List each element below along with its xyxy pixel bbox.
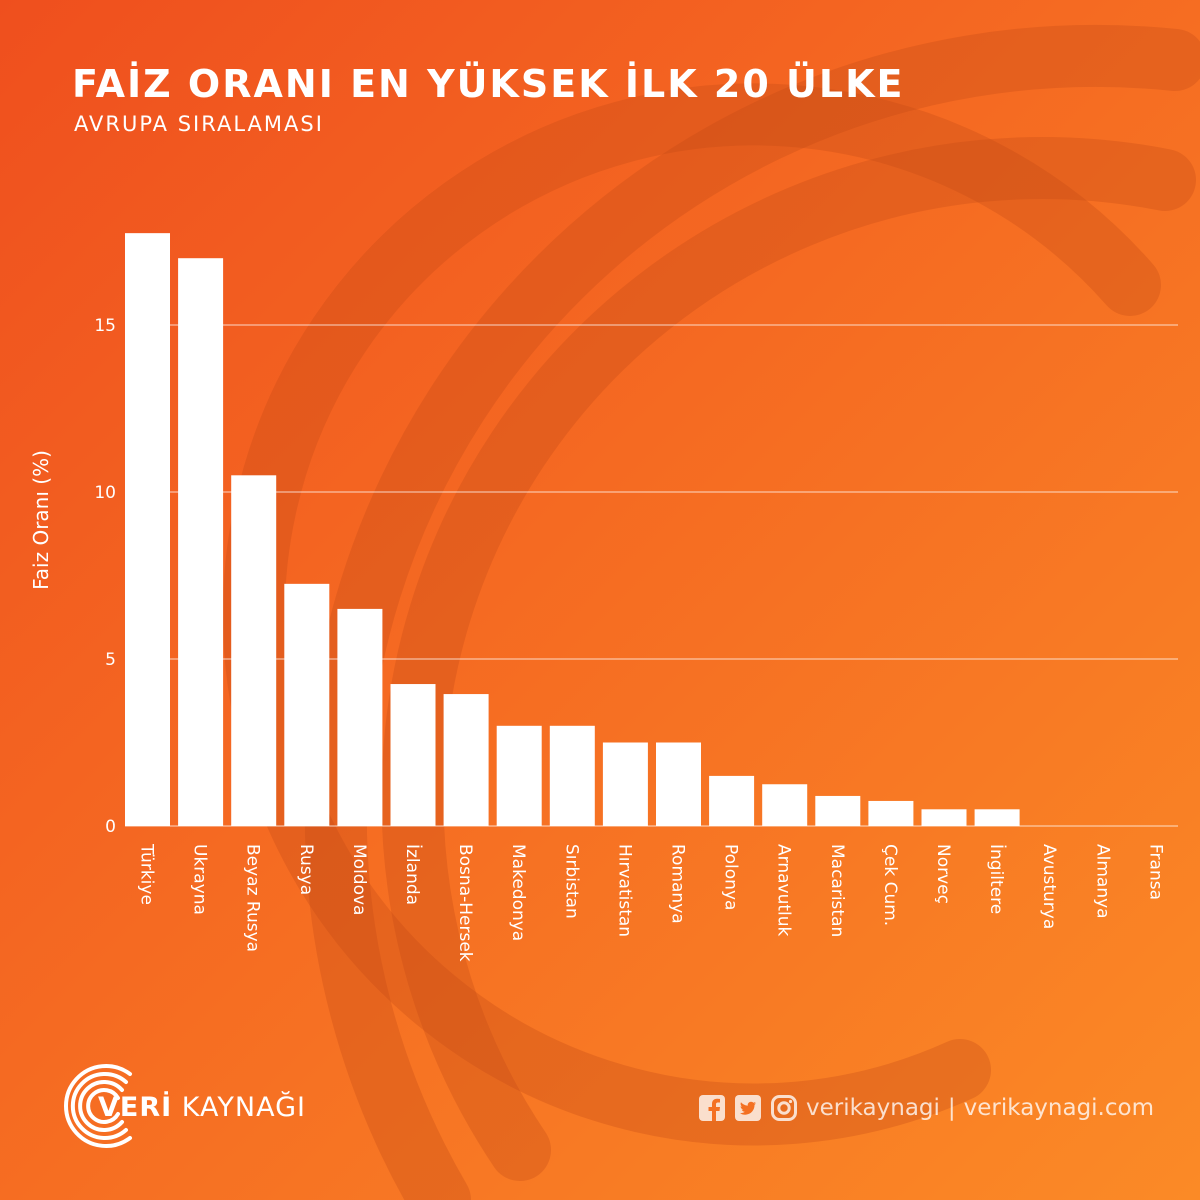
social-handle[interactable]: verikaynagi <box>806 1095 940 1121</box>
x-tick-labels: Türkiye Ukrayna Beyaz Rusya Rusya Moldova İzl… <box>137 843 1166 962</box>
x-tick-label: Hırvatistan <box>614 844 634 937</box>
bar <box>390 684 436 826</box>
logo-light-text: KAYNAĞI <box>181 1092 306 1123</box>
bar <box>656 742 701 826</box>
x-tick-label: İzlanda <box>402 844 423 905</box>
bar <box>974 809 1020 826</box>
footer-separator: | <box>947 1095 956 1121</box>
x-tick-label: Avusturya <box>1039 844 1059 929</box>
x-tick-label: Türkiye <box>137 843 157 905</box>
veri-kaynagi-logo <box>64 1064 132 1148</box>
bar <box>125 233 170 826</box>
bar <box>549 725 595 826</box>
x-tick-label: Rusya <box>296 844 316 895</box>
website-link[interactable]: verikaynagi.com <box>963 1095 1154 1121</box>
x-tick-label: Almanya <box>1092 844 1112 919</box>
y-axis-title: Faiz Oranı (%) <box>29 450 53 590</box>
x-tick-label: Fransa <box>1145 844 1165 900</box>
bar <box>762 784 808 826</box>
bar <box>231 475 277 826</box>
bar <box>496 725 542 826</box>
logo-wordmark: VERİ KAYNAĞI <box>98 1092 306 1123</box>
twitter-icon[interactable] <box>734 1094 762 1122</box>
facebook-icon[interactable] <box>698 1094 726 1122</box>
bar <box>815 795 861 826</box>
gridlines <box>125 324 1178 827</box>
y-tick-label: 10 <box>94 483 116 503</box>
x-tick-label: Ukrayna <box>190 844 210 915</box>
x-tick-label: Makedonya <box>508 844 528 941</box>
x-tick-label: Beyaz Rusya <box>243 844 263 952</box>
x-tick-label: Sırbistan <box>561 844 581 919</box>
bars <box>125 233 1020 826</box>
x-tick-label: Polonya <box>721 844 741 910</box>
x-tick-label: Macaristan <box>827 844 847 937</box>
instagram-icon[interactable] <box>770 1094 798 1122</box>
y-tick-label: 5 <box>105 650 116 670</box>
bar <box>709 775 755 826</box>
y-tick-labels: 0 5 10 15 <box>94 316 116 837</box>
bar <box>868 800 914 826</box>
y-tick-label: 15 <box>94 316 116 336</box>
bar <box>443 694 489 826</box>
x-tick-label: Norveç <box>933 844 953 904</box>
bar <box>602 742 648 826</box>
social-footer: verikaynagi | verikaynagi.com <box>698 1094 1154 1122</box>
x-tick-label: İngiltere <box>986 844 1007 914</box>
logo-bold-text: VERİ <box>98 1092 173 1123</box>
x-tick-label: Romanya <box>668 844 688 924</box>
x-tick-label: Bosna-Hersek <box>455 844 475 962</box>
chart-title: FAİZ ORANI EN YÜKSEK İLK 20 ÜLKE <box>72 62 905 106</box>
x-tick-label: Moldova <box>349 844 369 915</box>
x-tick-label: Çek Cum. <box>880 844 900 926</box>
y-tick-label: 0 <box>105 817 116 837</box>
bar <box>337 608 383 826</box>
bar <box>284 583 330 826</box>
x-tick-label: Arnavutluk <box>774 844 794 937</box>
bar <box>921 809 967 826</box>
chart-subtitle: AVRUPA SIRALAMASI <box>74 112 324 136</box>
bar <box>178 258 224 826</box>
